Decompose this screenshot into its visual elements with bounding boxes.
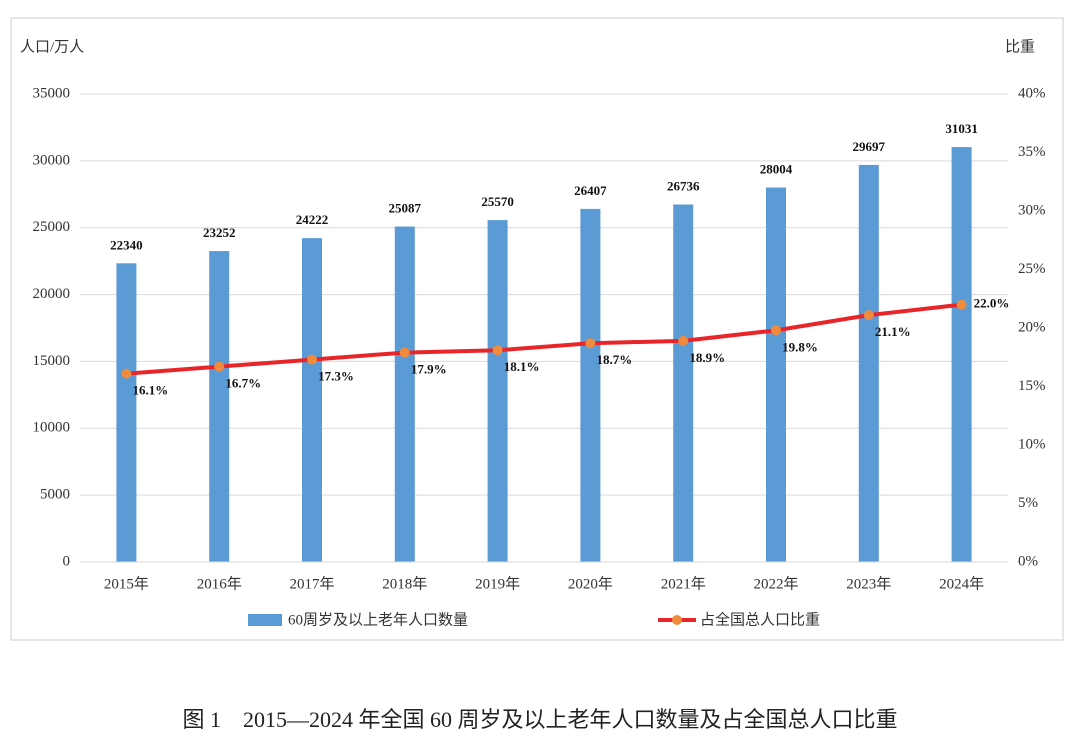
line-marker (307, 354, 317, 365)
y2-axis-title: 比重 (1005, 38, 1035, 55)
bar-value-label: 22340 (110, 237, 143, 252)
x-tick-label: 2019年 (475, 575, 520, 592)
caption: 图 1 2015—2024 年全国 60 周岁及以上老年人口数量及占全国总人口比… (182, 707, 897, 732)
bar (580, 208, 601, 562)
bar (858, 164, 879, 562)
y-tick-label: 25000 (33, 219, 71, 235)
line-value-label: 18.1% (504, 359, 540, 374)
line-marker (214, 361, 225, 372)
line (126, 302, 962, 376)
line-marker (678, 335, 689, 346)
x-tick-label: 2017年 (289, 575, 334, 592)
x-tick-label: 2018年 (382, 575, 427, 592)
line-value-label: 21.1% (875, 324, 911, 339)
y2-tick-label: 20% (1018, 319, 1046, 335)
x-tick-label: 2016年 (197, 575, 242, 592)
y2-tick-label: 5% (1018, 495, 1038, 511)
y-axis-title: 人口/万人 (20, 38, 84, 55)
bar-value-label: 28004 (760, 162, 793, 177)
bar-value-label: 29697 (853, 139, 886, 154)
line-value-label: 16.7% (225, 376, 261, 391)
bar-value-label: 26407 (574, 183, 607, 198)
chart-frame (10, 17, 1064, 641)
line-marker (863, 310, 874, 321)
y2-tick-label: 40% (1018, 85, 1046, 101)
bar (116, 263, 137, 562)
line-value-label: 18.9% (689, 350, 725, 365)
line-marker (771, 325, 781, 336)
bar-value-label: 25087 (389, 201, 422, 216)
y-tick-label: 30000 (33, 152, 71, 168)
x-tick-label: 2021年 (661, 575, 706, 592)
bar-value-label: 31031 (945, 121, 978, 136)
bar (394, 226, 415, 562)
legend-swatch (248, 614, 282, 626)
legend-label: 60周岁及以上老年人口数量 (288, 611, 468, 628)
bar (766, 187, 786, 562)
y-tick-label: 15000 (33, 353, 71, 369)
legend-marker (672, 615, 682, 625)
line-marker (585, 338, 596, 349)
bar-value-label: 26736 (667, 178, 700, 193)
bar-value-label: 25570 (481, 194, 514, 209)
x-tick-label: 2020年 (568, 575, 613, 592)
bar (302, 238, 322, 563)
line-value-label: 18.7% (597, 352, 633, 367)
legend-label: 占全国总人口比重 (700, 610, 820, 628)
line-value-label: 19.8% (782, 339, 818, 354)
y-tick-label: 5000 (40, 487, 70, 503)
y-tick-label: 0 (63, 553, 71, 569)
y2-tick-label: 35% (1018, 144, 1046, 160)
line-value-label: 17.9% (411, 362, 447, 377)
x-tick-label: 2024年 (939, 575, 984, 592)
line-marker (399, 347, 410, 358)
x-tick-label: 2023年 (846, 575, 891, 592)
x-tick-label: 2015年 (104, 575, 149, 592)
bar (487, 220, 508, 562)
line-value-label: 17.3% (318, 369, 354, 384)
bar-value-label: 23252 (203, 225, 236, 240)
y-tick-label: 10000 (33, 420, 71, 436)
bar (209, 251, 230, 563)
y2-tick-label: 25% (1018, 261, 1046, 277)
line-value-label: 22.0% (974, 296, 1010, 311)
bar-value-label: 24222 (296, 212, 329, 227)
y-tick-label: 20000 (33, 286, 71, 302)
line-marker (492, 345, 503, 356)
line-value-label: 16.1% (133, 383, 169, 398)
line-marker (956, 299, 967, 310)
y-tick-label: 35000 (33, 85, 71, 101)
y2-tick-label: 30% (1018, 202, 1046, 218)
y2-tick-label: 0% (1018, 553, 1038, 569)
bar (673, 204, 694, 563)
y2-tick-label: 15% (1018, 378, 1046, 394)
y2-tick-label: 10% (1018, 436, 1046, 452)
x-tick-label: 2022年 (753, 575, 798, 592)
line-marker (121, 368, 132, 379)
bar (951, 147, 972, 562)
